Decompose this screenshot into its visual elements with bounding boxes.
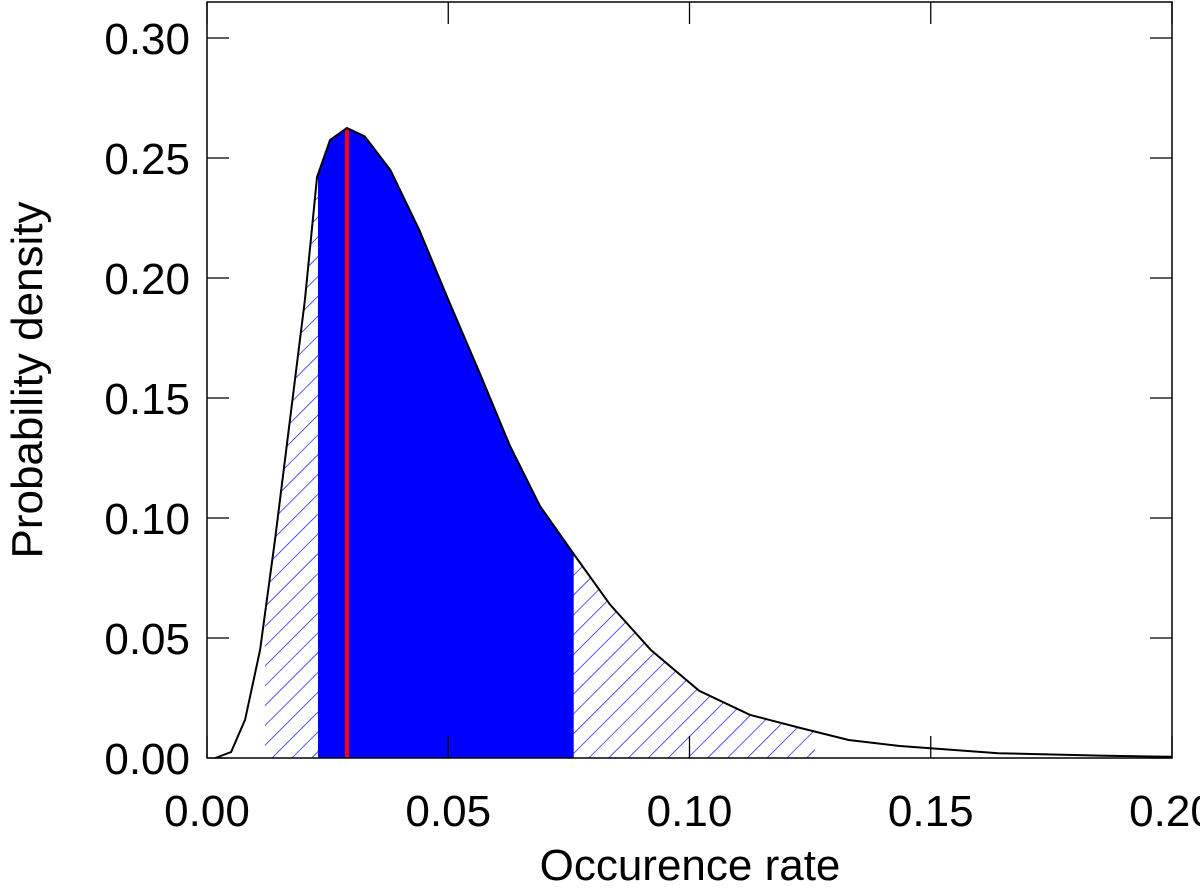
y-tick-label: 0.25	[104, 135, 190, 184]
y-tick-label: 0.20	[104, 255, 190, 304]
shaded-region	[317, 128, 574, 758]
x-tick-label: 0.15	[888, 787, 974, 836]
y-tick-label: 0.05	[104, 615, 190, 664]
y-tick-label: 0.10	[104, 495, 190, 544]
y-tick-label: 0.15	[104, 375, 190, 424]
y-axis-label: Probability density	[3, 201, 52, 558]
x-axis-label: Occurence rate	[540, 841, 841, 889]
y-tick-label: 0.30	[104, 15, 190, 64]
x-tick-label: 0.05	[405, 787, 491, 836]
x-tick-label: 0.10	[647, 787, 733, 836]
x-tick-label: 0.20	[1129, 787, 1200, 836]
y-tick-label: 0.00	[104, 735, 190, 784]
x-tick-label: 0.00	[164, 787, 250, 836]
density-curve	[214, 126, 1173, 759]
